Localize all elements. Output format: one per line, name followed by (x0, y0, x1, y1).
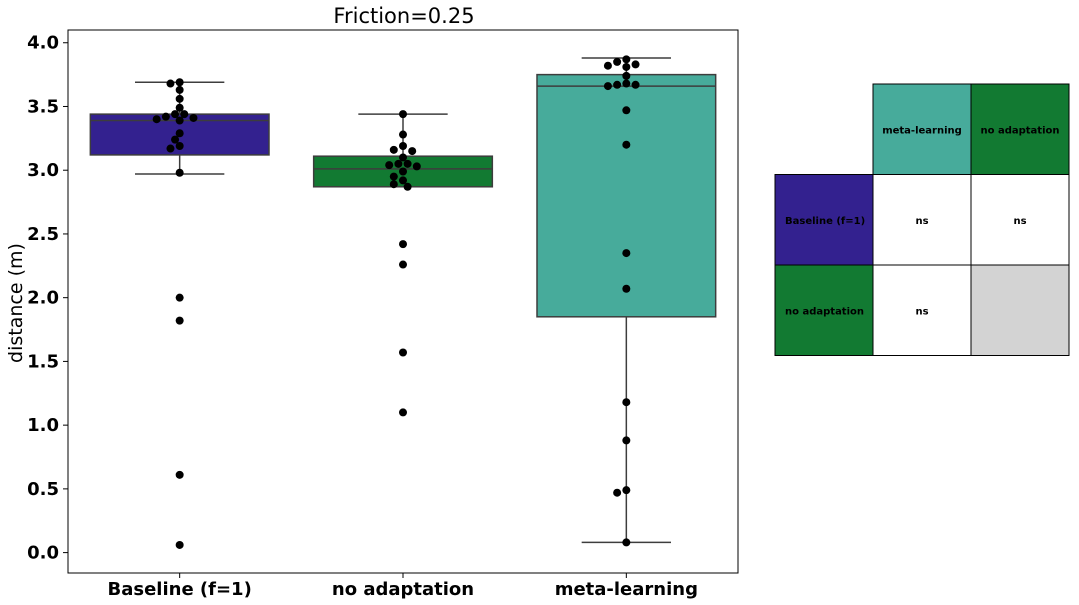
data-point (622, 436, 631, 445)
data-point (408, 147, 417, 156)
data-point (613, 80, 622, 89)
data-point (399, 141, 407, 150)
data-point (622, 486, 631, 495)
data-point (171, 135, 180, 144)
y-tick-label: 4.0 (27, 33, 59, 54)
data-point (152, 115, 161, 124)
data-point (389, 180, 398, 189)
x-tick-label: no adaptation (332, 579, 474, 600)
x-tick-label: Baseline (f=1) (108, 579, 252, 600)
box (536, 73, 717, 318)
data-point (175, 85, 184, 94)
data-point (622, 79, 631, 88)
data-point (403, 159, 412, 168)
table-cell (970, 264, 1070, 356)
data-point (389, 145, 398, 154)
y-tick-label: 3.5 (27, 96, 59, 117)
data-point (175, 94, 184, 103)
data-point (622, 249, 631, 258)
data-point (399, 260, 407, 269)
data-point (385, 161, 394, 170)
data-point (175, 540, 184, 549)
x-tick-label: meta-learning (555, 579, 698, 600)
data-point (403, 182, 412, 191)
y-tick-label: 1.0 (27, 415, 59, 436)
y-tick-label: 3.0 (27, 160, 59, 181)
data-point (175, 141, 184, 150)
data-point (613, 57, 622, 66)
data-point (412, 162, 421, 171)
data-point (399, 240, 407, 249)
data-point (399, 110, 407, 119)
table-row-header: Baseline (f=1) (785, 216, 865, 227)
data-point (180, 110, 189, 119)
table-row-header: no adaptation (785, 306, 864, 317)
data-point (175, 293, 184, 302)
data-point (166, 79, 175, 88)
table-col-header: no adaptation (980, 125, 1059, 136)
data-point (399, 153, 407, 162)
data-point (399, 167, 407, 176)
data-point (622, 284, 631, 293)
data-point (394, 159, 403, 168)
data-point (175, 103, 184, 112)
data-point (171, 110, 180, 119)
data-point (631, 80, 640, 89)
plot-area (89, 55, 717, 549)
table-cell-value: ns (915, 216, 928, 227)
data-point (175, 78, 184, 87)
table-cell (970, 174, 1070, 266)
data-point (175, 129, 184, 138)
data-point (166, 144, 175, 153)
chart-title: Friction=0.25 (333, 4, 474, 28)
table-cell-value: ns (1013, 216, 1026, 227)
data-point (175, 116, 184, 125)
y-tick-label: 1.5 (27, 351, 59, 372)
data-point (622, 71, 631, 80)
y-tick-label: 0.5 (27, 479, 59, 500)
table-cell-value: ns (915, 306, 928, 317)
data-point (622, 62, 631, 71)
data-point (399, 348, 407, 357)
table-row-header-cell (774, 264, 874, 356)
table-col-header: meta-learning (882, 125, 962, 136)
y-tick-label: 2.0 (27, 288, 59, 309)
significance-table: meta-learning no adaptation Baseline (f=1)… (774, 83, 1070, 356)
data-point (175, 168, 184, 177)
y-axis: 0.0 0.5 1.0 1.5 2.0 2.5 3.0 3.5 4.0 (27, 33, 68, 564)
table-cell (872, 264, 972, 356)
data-point (622, 140, 631, 149)
data-point (389, 172, 398, 181)
data-point (399, 176, 407, 185)
data-point (189, 113, 198, 122)
y-tick-label: 2.5 (27, 224, 59, 245)
data-point (175, 316, 184, 325)
table-col-header-cell (970, 83, 1070, 175)
table-row-header-cell (774, 174, 874, 266)
data-point (399, 408, 407, 417)
table-cell (872, 174, 972, 266)
data-point (622, 106, 631, 115)
data-point (622, 55, 631, 64)
data-point (161, 112, 170, 121)
data-point (613, 488, 622, 497)
data-point (603, 61, 612, 70)
data-point (622, 398, 631, 407)
x-axis: Baseline (f=1) no adaptation meta-learning (108, 573, 698, 600)
y-axis-label: distance (m) (5, 243, 27, 363)
data-point (399, 130, 407, 139)
data-point (622, 538, 631, 547)
table-col-header-cell (872, 83, 972, 175)
data-point (175, 470, 184, 479)
data-point (631, 60, 640, 69)
data-point (603, 82, 612, 91)
y-tick-label: 0.0 (27, 543, 59, 564)
